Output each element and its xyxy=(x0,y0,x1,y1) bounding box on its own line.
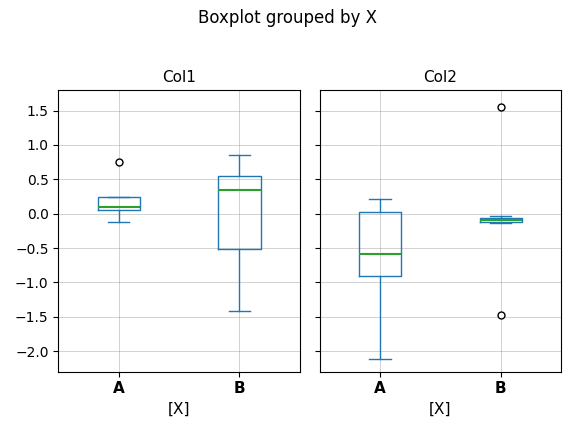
X-axis label: [X]: [X] xyxy=(429,402,452,417)
Title: Col1: Col1 xyxy=(162,70,196,85)
Title: Col2: Col2 xyxy=(423,70,457,85)
X-axis label: [X]: [X] xyxy=(168,402,190,417)
Text: Boxplot grouped by X: Boxplot grouped by X xyxy=(199,9,377,27)
